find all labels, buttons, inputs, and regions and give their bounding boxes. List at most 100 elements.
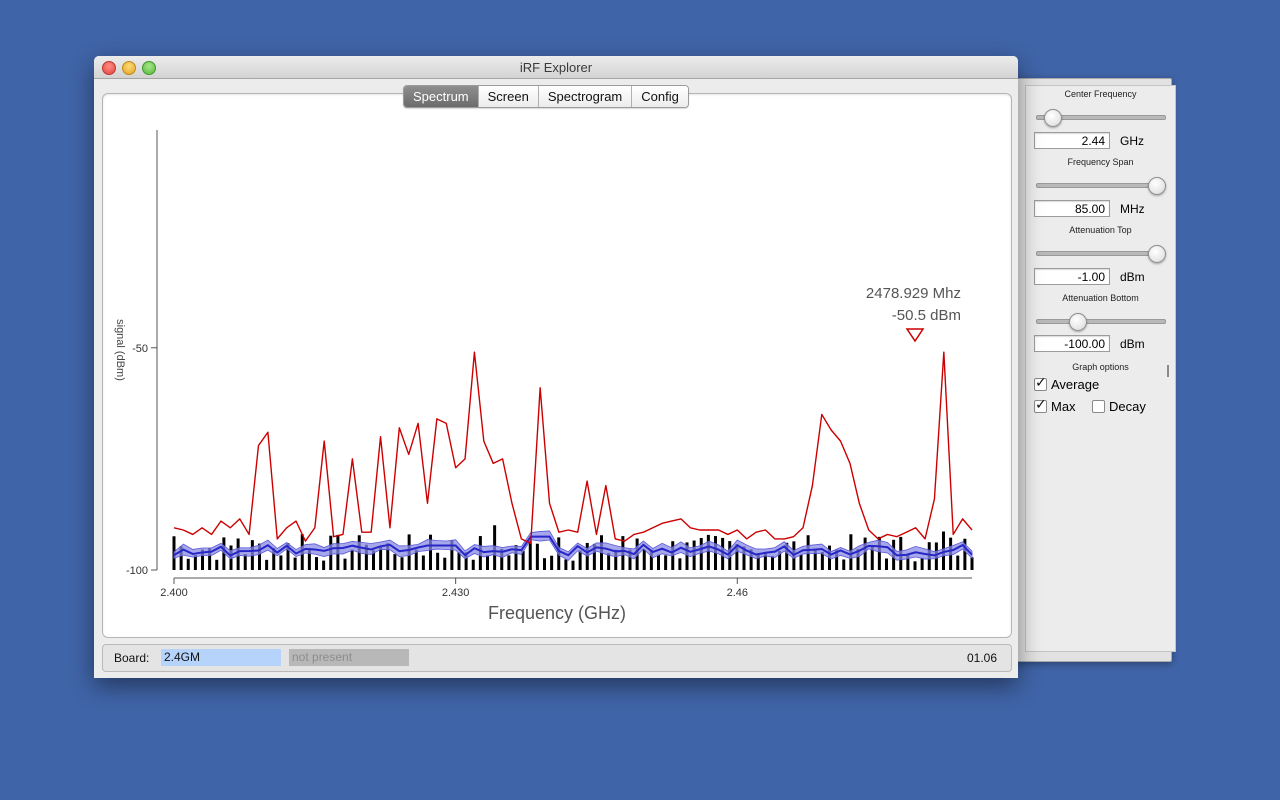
sweep-bar bbox=[528, 540, 532, 570]
sweep-bar bbox=[400, 557, 404, 570]
sweep-bar bbox=[664, 555, 668, 570]
center-frequency-slider[interactable] bbox=[1036, 115, 1166, 120]
sweep-bar bbox=[863, 537, 867, 570]
sweep-bar bbox=[649, 549, 653, 570]
x-axis-label: Frequency (GHz) bbox=[488, 603, 626, 623]
sweep-bar bbox=[856, 549, 860, 570]
x-tick-label: 2.400 bbox=[160, 587, 188, 599]
sweep-bar bbox=[706, 534, 710, 570]
max-checkbox-label: Max bbox=[1051, 398, 1076, 414]
graph-options-label: Graph options bbox=[1072, 362, 1129, 372]
attenuation-top-slider-knob[interactable] bbox=[1148, 245, 1166, 263]
sweep-bar bbox=[471, 559, 475, 570]
sweep-bar bbox=[535, 543, 539, 570]
y-tick-label: -100 bbox=[126, 565, 148, 577]
sweep-bar bbox=[193, 555, 197, 570]
frequency-span-label: Frequency Span bbox=[1067, 157, 1134, 167]
title-bar[interactable]: iRF Explorer bbox=[94, 56, 1018, 79]
sweep-bar bbox=[386, 543, 390, 570]
sweep-bar bbox=[265, 559, 269, 570]
attenuation-bottom-unit: dBm bbox=[1120, 337, 1145, 351]
zoom-window-button[interactable] bbox=[142, 61, 156, 75]
frequency-span-unit: MHz bbox=[1120, 202, 1145, 216]
attenuation-bottom-slider[interactable] bbox=[1036, 319, 1166, 324]
sweep-bar bbox=[457, 552, 461, 570]
close-window-button[interactable] bbox=[102, 61, 116, 75]
attenuation-bottom-label: Attenuation Bottom bbox=[1062, 293, 1139, 303]
average-checkbox-label: Average bbox=[1051, 376, 1100, 392]
sweep-bar bbox=[742, 546, 746, 570]
average-checkbox-row[interactable]: ✓ Average bbox=[1034, 373, 1100, 392]
sweep-bar bbox=[486, 555, 489, 570]
sweep-bar bbox=[429, 534, 432, 570]
sweep-bar bbox=[970, 557, 974, 570]
x-tick-label: 2.430 bbox=[442, 587, 470, 599]
sweep-bar bbox=[906, 554, 910, 570]
status-bar: Board: 2.4GM not present 01.06 bbox=[102, 644, 1012, 672]
sweep-bar bbox=[870, 545, 874, 570]
attenuation-bottom-input[interactable]: -100.00 bbox=[1034, 335, 1110, 352]
sweep-bar bbox=[735, 544, 739, 570]
sweep-bar bbox=[592, 543, 596, 570]
attenuation-bottom-slider-knob[interactable] bbox=[1069, 313, 1087, 331]
sweep-bar bbox=[543, 558, 546, 570]
decay-checkbox[interactable] bbox=[1092, 399, 1105, 413]
sweep-bar bbox=[771, 555, 774, 570]
frequency-span-slider-knob[interactable] bbox=[1148, 177, 1166, 195]
attenuation-top-input[interactable]: -1.00 bbox=[1034, 268, 1110, 285]
center-frequency-slider-knob[interactable] bbox=[1044, 109, 1062, 127]
max-checkbox-row[interactable]: ✓ Max bbox=[1034, 397, 1076, 414]
spectrum-panel: -50 -100 2.400 2.430 2.46 Frequency (GHz) sign… bbox=[102, 93, 1012, 638]
y-axis-label: signal (dBm) bbox=[114, 319, 126, 381]
sweep-bar bbox=[293, 557, 297, 570]
sweep-bar bbox=[699, 537, 703, 570]
sweep-bar bbox=[842, 559, 846, 570]
view-tabs: Spectrum Screen Spectrogram Config bbox=[403, 85, 689, 108]
sweep-bar bbox=[885, 558, 888, 570]
sweep-bar bbox=[877, 536, 881, 570]
tab-spectrogram[interactable]: Spectrogram bbox=[538, 86, 633, 107]
sweep-bar bbox=[443, 557, 447, 570]
board-field: 2.4GM bbox=[161, 649, 281, 666]
frequency-span-input[interactable]: 85.00 bbox=[1034, 200, 1110, 217]
firmware-version: 01.06 bbox=[966, 651, 997, 665]
max-checkbox[interactable]: ✓ bbox=[1034, 397, 1047, 413]
sweep-bar bbox=[436, 552, 440, 570]
average-checkbox[interactable]: ✓ bbox=[1034, 373, 1047, 391]
sweep-bar bbox=[956, 555, 960, 570]
sweep-bar bbox=[222, 537, 226, 570]
sweep-bar bbox=[258, 543, 261, 570]
center-frequency-input[interactable]: 2.44 bbox=[1034, 132, 1110, 149]
sweep-bar bbox=[820, 551, 824, 570]
sweep-bar bbox=[756, 552, 760, 570]
tab-spectrum[interactable]: Spectrum bbox=[404, 86, 479, 107]
tab-screen[interactable]: Screen bbox=[478, 86, 539, 107]
center-frequency-label: Center Frequency bbox=[1064, 89, 1137, 99]
sweep-bar bbox=[521, 550, 525, 570]
sweep-bar bbox=[372, 550, 375, 570]
minimize-window-button[interactable] bbox=[122, 61, 136, 75]
sweep-bar bbox=[514, 545, 518, 570]
decay-checkbox-row[interactable]: Decay bbox=[1092, 398, 1146, 414]
sweep-bar bbox=[414, 549, 418, 570]
board-label: Board: bbox=[114, 651, 150, 665]
sweep-bar bbox=[550, 555, 554, 570]
sweep-bar bbox=[315, 557, 318, 570]
sweep-bar bbox=[421, 555, 425, 570]
sweep-bar bbox=[564, 559, 568, 570]
max-hold-line bbox=[173, 351, 973, 545]
x-tick-label: 2.46 bbox=[727, 587, 748, 599]
tab-config[interactable]: Config bbox=[632, 86, 688, 107]
sweep-bar bbox=[350, 549, 354, 570]
sweep-bar bbox=[279, 555, 283, 570]
y-tick-label: -50 bbox=[132, 343, 148, 355]
drawer-resize-handle[interactable] bbox=[1167, 365, 1169, 377]
frequency-span-slider[interactable] bbox=[1036, 183, 1166, 188]
attenuation-top-slider[interactable] bbox=[1036, 251, 1166, 256]
sweep-bar bbox=[642, 549, 646, 570]
main-window: iRF Explorer -50 -100 2.400 2.430 2.46 Freque… bbox=[94, 56, 1018, 678]
sweep-bar bbox=[778, 550, 782, 570]
checkmark-icon: ✓ bbox=[1035, 373, 1047, 390]
connection-status-field: not present bbox=[289, 649, 409, 666]
peak-frequency-label: 2478.929 Mhz bbox=[866, 285, 961, 302]
